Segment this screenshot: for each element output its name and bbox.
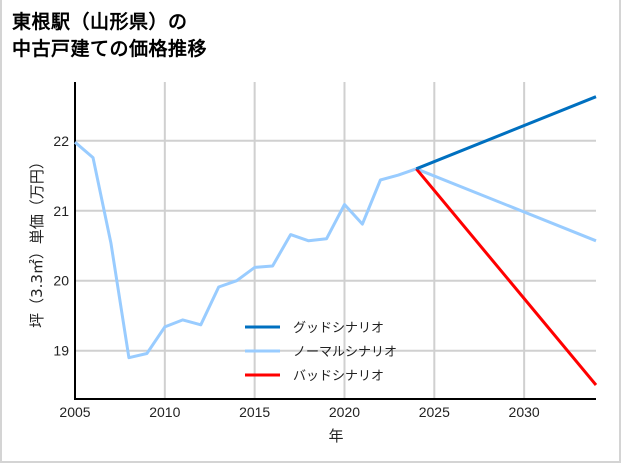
legend-item-good: グッドシナリオ [245, 321, 384, 336]
x-tick-label: 2020 [329, 404, 360, 420]
historical-price-line [74, 141, 417, 360]
legend-label: ノーマルシナリオ [293, 345, 397, 360]
good-scenario-line [415, 95, 597, 171]
x-tick-label: 2005 [59, 404, 90, 420]
normal-scenario-line [415, 167, 597, 243]
chart-title-line1: 東根駅（山形県）の [12, 11, 188, 33]
y-axis-label: 坪（3.3㎡）単価（万円） [28, 154, 46, 328]
x-tick-label: 2010 [149, 404, 180, 420]
axes [74, 82, 596, 400]
legend-item-normal: ノーマルシナリオ [245, 345, 397, 360]
y-tick-label: 19 [53, 343, 69, 359]
y-tick-label: 20 [53, 273, 69, 289]
x-axis-label: 年 [328, 427, 343, 445]
data-lines [74, 95, 598, 386]
grid-lines [75, 82, 596, 399]
chart-title-line2: 中古戸建ての価格推移 [12, 38, 208, 60]
legend-label: バッドシナリオ [293, 369, 384, 384]
tick-labels: 2005 2010 2015 2020 2025 2030 19 20 21 22 [53, 133, 539, 420]
x-tick-label: 2025 [419, 404, 450, 420]
y-tick-label: 21 [53, 203, 69, 219]
y-tick-label: 22 [53, 133, 69, 149]
bad-scenario-line [415, 167, 598, 386]
chart-title: 東根駅（山形県）の 中古戸建ての価格推移 [12, 9, 207, 63]
legend-label: グッドシナリオ [293, 321, 384, 336]
x-tick-label: 2030 [509, 404, 540, 420]
legend-item-bad: バッドシナリオ [245, 369, 384, 384]
x-tick-label: 2015 [239, 404, 270, 420]
